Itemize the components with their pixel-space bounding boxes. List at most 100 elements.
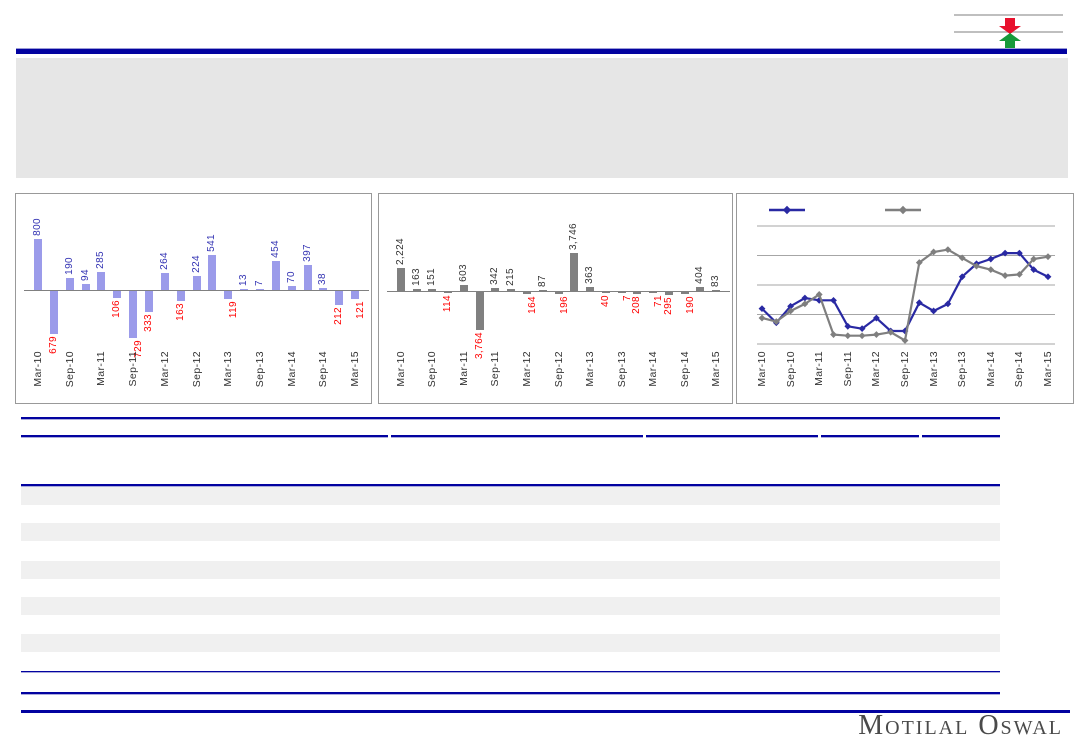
table-header-rule-col5 [922, 435, 1000, 438]
x-axis [24, 290, 369, 291]
x-axis-label: Mar-11 [458, 351, 470, 386]
bar [177, 291, 185, 301]
bar-value-label: 7 [254, 280, 265, 286]
down-arrow-icon [999, 18, 1021, 34]
x-axis-label: Mar-10 [756, 351, 768, 387]
bar-value-label: 163 [175, 303, 186, 321]
bar-value-label: 264 [159, 252, 170, 270]
legend-item [767, 203, 807, 222]
bar-value-label: 87 [537, 275, 548, 287]
bar [491, 288, 499, 291]
bar [476, 292, 484, 330]
table-body-top-rule [21, 484, 1000, 487]
bar [681, 292, 689, 294]
bar [555, 292, 563, 294]
x-axis-label: Mar-11 [95, 351, 107, 386]
x-axis-label: Sep-12 [191, 351, 203, 388]
footer-rule [21, 710, 1070, 713]
bar-value-label: 38 [317, 273, 328, 285]
x-axis-label: Sep-11 [842, 351, 854, 387]
bar [696, 287, 704, 291]
x-axis-label: Sep-13 [956, 351, 968, 388]
legend [767, 203, 923, 222]
bar [66, 278, 74, 290]
x-axis-label: Mar-12 [870, 351, 882, 387]
bar [240, 289, 248, 290]
up-arrow-icon [999, 33, 1021, 49]
bar-value-label: 114 [442, 295, 453, 313]
bar-value-label: 285 [95, 251, 106, 269]
bar-value-label: 215 [505, 268, 516, 286]
bar [539, 290, 547, 291]
x-axis-label: Sep-14 [1013, 351, 1025, 388]
bar [618, 292, 626, 293]
x-axis-label: Mar-15 [1042, 351, 1054, 387]
bar [193, 276, 201, 290]
x-axis-label: Sep-12 [553, 351, 565, 388]
bar-value-label: 342 [489, 267, 500, 285]
x-axis-label: Sep-13 [616, 351, 628, 388]
bar-value-label: 83 [710, 275, 721, 287]
bar-value-label: 404 [694, 266, 705, 284]
x-axis-label: Mar-14 [647, 351, 659, 387]
bar-value-label: 2,224 [395, 237, 406, 265]
bar-value-label: 541 [206, 234, 217, 252]
x-axis-label: Sep-12 [899, 351, 911, 388]
bar [351, 291, 359, 299]
bar-value-label: 190 [64, 257, 75, 275]
bar [34, 239, 42, 290]
bar [649, 292, 657, 293]
x-axis [387, 291, 730, 292]
x-axis-label: Mar-15 [710, 351, 722, 387]
bar-value-label: 121 [355, 301, 366, 319]
bar-value-label: 3,746 [568, 222, 579, 250]
bar-value-label: 333 [143, 314, 154, 332]
table-header-rule-col1 [21, 435, 388, 438]
x-axis-label: Mar-14 [985, 351, 997, 387]
bar-value-label: 679 [48, 336, 59, 354]
x-axis-label: Mar-12 [521, 351, 533, 387]
bar [335, 291, 343, 305]
brand-arrows-logo [954, 8, 1064, 50]
table-subtotal-rule [21, 671, 1000, 673]
bar [428, 289, 436, 291]
x-axis-label: Mar-11 [813, 351, 825, 386]
x-axis-label: Sep-11 [127, 351, 139, 387]
bar [256, 289, 264, 290]
quarterly-bar-chart-middle: 2,224 Mar-10 163 151 Sep-10 114 603 Mar-11 3,764… [378, 193, 733, 404]
bar [319, 288, 327, 290]
bar [113, 291, 121, 298]
x-axis-label: Sep-10 [785, 351, 797, 388]
table-top-rule [21, 417, 1000, 420]
table-row [21, 597, 1000, 615]
bar [570, 253, 578, 291]
x-axis-label: Mar-15 [349, 351, 361, 387]
relative-performance-line-chart: Mar-10 Sep-10 Mar-11 Sep-11 Mar-12 Sep-12 Mar-… [736, 193, 1074, 404]
bar [413, 289, 421, 291]
bar-value-label: 454 [270, 240, 281, 258]
bar [665, 292, 673, 295]
brand-logo-text: Motilal Oswal [858, 710, 1063, 741]
x-axis-label: Sep-11 [489, 351, 501, 387]
x-axis-label: Sep-10 [426, 351, 438, 388]
bar-value-label: 212 [333, 307, 344, 325]
bar-value-label: 164 [527, 296, 538, 314]
x-axis-label: Mar-13 [928, 351, 940, 387]
bar-value-label: 106 [111, 300, 122, 318]
up-down-arrows-icon [954, 14, 1063, 49]
bar-value-label: 163 [411, 268, 422, 286]
bar-value-label: 363 [584, 266, 595, 284]
table-row [21, 634, 1000, 652]
bar [97, 272, 105, 290]
bar-value-label: 13 [238, 274, 249, 286]
bar-value-label: 224 [191, 255, 202, 273]
x-axis-label: Mar-13 [584, 351, 596, 387]
table-row [21, 561, 1000, 579]
bar [523, 292, 531, 294]
bar-value-label: 603 [458, 264, 469, 282]
table-header-rule-col3 [646, 435, 818, 438]
bar-value-label: 119 [228, 301, 239, 319]
x-axis-label: Sep-10 [64, 351, 76, 388]
table-bottom-rule [21, 692, 1000, 695]
